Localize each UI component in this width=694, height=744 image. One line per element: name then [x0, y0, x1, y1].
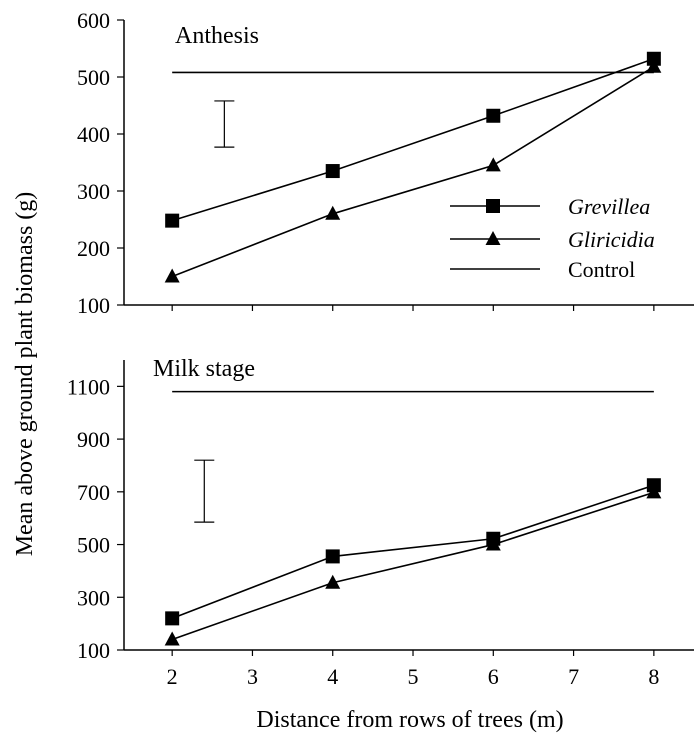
milk-series-gliricidia-point — [325, 574, 341, 589]
anthesis-y-tick-label: 100 — [77, 293, 110, 318]
anthesis-series-gliricidia-point — [164, 268, 180, 283]
milk-series-grevillea-line — [171, 484, 655, 620]
milk-y-tick-label: 1100 — [67, 374, 110, 399]
milk-x-tick-label: 6 — [488, 664, 499, 689]
milk-panel-title: Milk stage — [153, 356, 255, 382]
panel-milk-stage: 100 300 500 700 900 1100 2 3 4 5 6 7 8 Milk stage — [67, 356, 694, 689]
anthesis-panel-title: Anthesis — [175, 23, 259, 49]
anthesis-series-grevillea-point — [165, 213, 180, 228]
milk-y-tick-label: 100 — [77, 638, 110, 663]
milk-x-tick-label: 3 — [247, 664, 258, 689]
anthesis-y-tick-label: 400 — [77, 122, 110, 147]
milk-series-gliricidia-point — [646, 484, 662, 499]
legend-control-label: Control — [568, 257, 635, 282]
milk-series-gliricidia-line — [171, 491, 655, 641]
milk-x-tick-label: 2 — [167, 664, 178, 689]
y-axis-label: Mean above ground plant biomass (g) — [12, 192, 38, 557]
anthesis-series-gliricidia-point — [646, 58, 662, 73]
anthesis-series-grevillea-point — [325, 164, 340, 179]
milk-y-tick-label: 700 — [77, 480, 110, 505]
anthesis-series-gliricidia-point — [325, 205, 341, 220]
anthesis-series-grevillea-point — [486, 108, 501, 123]
anthesis-y-tick-label: 200 — [77, 236, 110, 261]
milk-x-tick-label: 4 — [327, 664, 338, 689]
legend-grevillea-label: Grevillea — [568, 194, 650, 219]
anthesis-y-tick-label: 500 — [77, 65, 110, 90]
panel-anthesis: 100 200 300 400 500 600 Anthesis — [77, 8, 694, 318]
milk-series-grevillea-point — [165, 611, 180, 626]
anthesis-series-gliricidia-point — [485, 157, 501, 172]
legend-gliricidia-marker — [485, 231, 501, 245]
anthesis-y-tick-label: 600 — [77, 8, 110, 33]
milk-y-tick-label: 300 — [77, 585, 110, 610]
milk-x-tick-label: 7 — [568, 664, 579, 689]
milk-x-tick-label: 5 — [408, 664, 419, 689]
anthesis-series-gliricidia-line — [171, 66, 655, 278]
legend: Grevillea Gliricidia Control — [450, 194, 655, 282]
x-axis-label: Distance from rows of trees (m) — [256, 707, 563, 733]
milk-y-tick-label: 900 — [77, 427, 110, 452]
milk-x-tick-label: 8 — [648, 664, 659, 689]
milk-y-tick-label: 500 — [77, 533, 110, 558]
anthesis-series-grevillea-line — [171, 58, 655, 222]
legend-gliricidia-label: Gliricidia — [568, 227, 655, 252]
anthesis-y-tick-label: 300 — [77, 179, 110, 204]
milk-series-grevillea-point — [325, 549, 340, 564]
milk-series-gliricidia-point — [164, 631, 180, 646]
legend-grevillea-marker — [486, 199, 500, 213]
milk-series-gliricidia-point — [485, 536, 501, 551]
